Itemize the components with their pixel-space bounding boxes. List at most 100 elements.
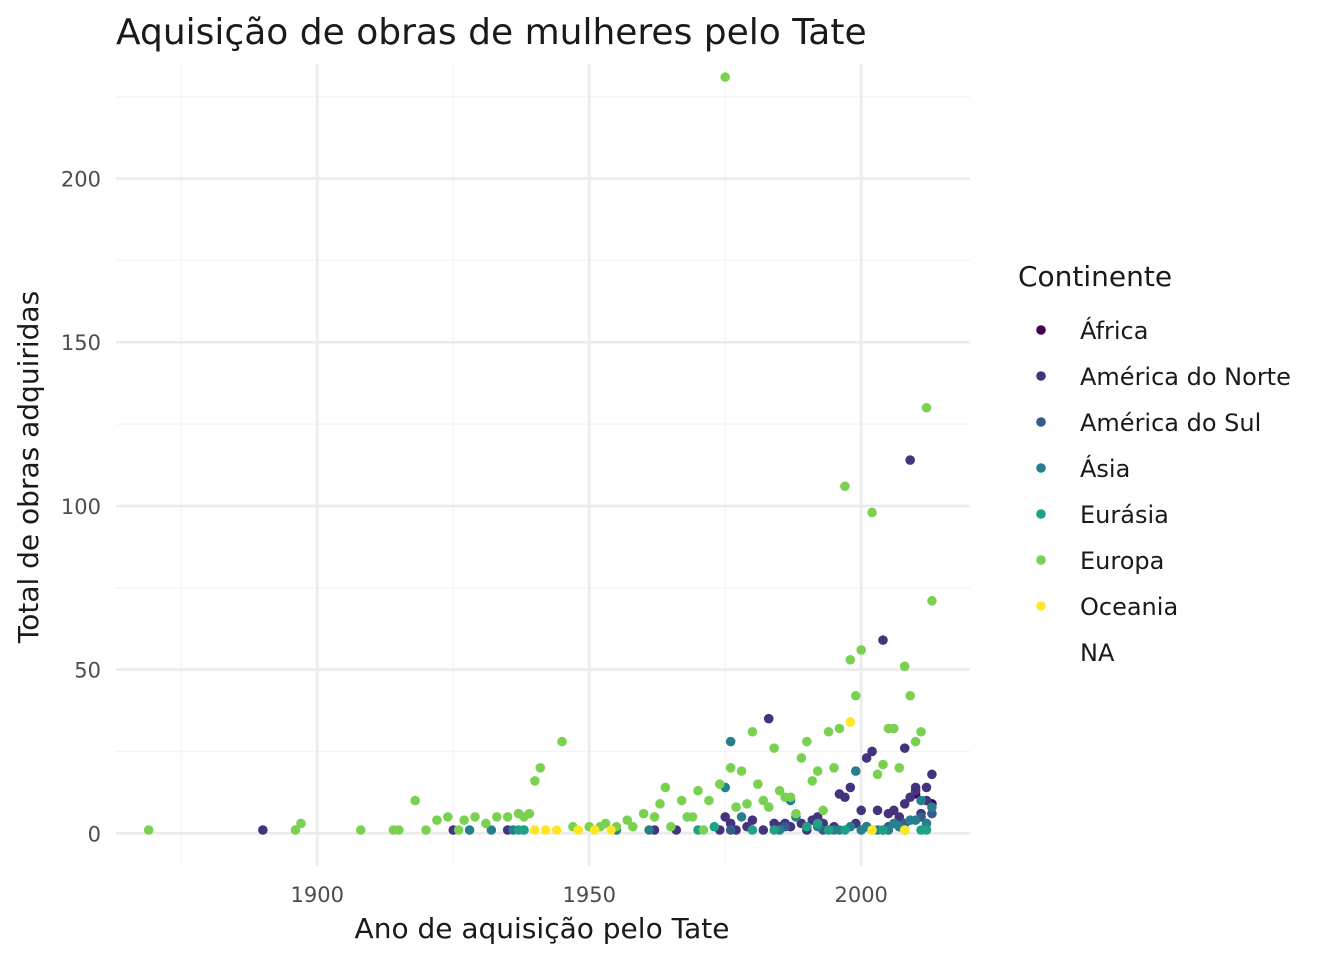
x-axis-title: Ano de aquisição pelo Tate: [355, 912, 730, 945]
data-point: [720, 812, 731, 822]
data-point: [258, 825, 268, 835]
data-point: [394, 825, 404, 835]
data-point: [867, 507, 877, 518]
data-point: [823, 726, 834, 737]
data-point: [290, 825, 301, 835]
legend-key: [1036, 463, 1046, 473]
y-axis-title: Total de obras adquiridas: [12, 291, 45, 644]
data-point: [921, 782, 932, 793]
data-point: [453, 825, 464, 835]
legend-label: América do Sul: [1080, 409, 1261, 437]
data-point: [878, 635, 888, 645]
data-point: [589, 825, 600, 835]
data-point: [927, 769, 937, 780]
data-point: [791, 808, 801, 819]
data-point: [676, 795, 687, 806]
data-point: [742, 799, 752, 809]
data-point: [899, 661, 910, 672]
legend-key: [1036, 371, 1046, 381]
data-point: [840, 792, 850, 803]
data-point: [355, 825, 366, 835]
data-point: [747, 726, 758, 737]
data-point: [557, 736, 567, 747]
data-point: [867, 746, 877, 757]
data-point: [649, 812, 660, 822]
data-point: [829, 762, 839, 773]
data-point: [693, 785, 703, 796]
data-point: [867, 825, 877, 835]
data-point: [491, 812, 502, 822]
data-point: [714, 779, 725, 789]
data-point: [802, 821, 812, 832]
data-point: [143, 825, 154, 835]
data-point: [823, 825, 834, 835]
legend-key: [1036, 417, 1046, 427]
data-point: [910, 785, 921, 796]
legend-label: NA: [1080, 639, 1115, 667]
data-point: [872, 769, 883, 780]
data-point: [627, 821, 638, 832]
data-point: [921, 402, 932, 413]
x-tick-label: 1950: [563, 883, 616, 907]
data-point: [731, 802, 741, 812]
data-point: [540, 825, 551, 835]
y-tick-label: 50: [74, 659, 101, 683]
data-point: [736, 766, 747, 776]
data-point: [464, 825, 475, 835]
data-point: [845, 717, 856, 727]
y-tick-label: 100: [61, 495, 101, 519]
data-point: [861, 753, 872, 763]
data-point: [519, 825, 529, 835]
x-tick-label: 1900: [291, 883, 344, 907]
data-point: [704, 795, 714, 806]
data-point: [687, 812, 698, 822]
data-point: [600, 818, 611, 829]
y-tick-label: 200: [61, 168, 101, 192]
data-point: [910, 815, 921, 825]
y-tick-label: 0: [88, 822, 101, 846]
data-point: [524, 808, 535, 819]
data-point: [502, 812, 513, 822]
data-point: [840, 481, 850, 492]
data-point: [551, 825, 562, 835]
y-axis-ticks: 0 50 100 150 200: [61, 168, 101, 847]
legend-label: Eurásia: [1080, 501, 1169, 529]
data-point: [769, 743, 779, 753]
legend-label: Europa: [1080, 547, 1164, 575]
data-point: [856, 645, 867, 655]
plot-panel: [116, 64, 970, 866]
data-point: [905, 690, 915, 701]
data-point: [421, 825, 431, 835]
x-tick-label: 2000: [834, 883, 887, 907]
data-point: [655, 799, 665, 809]
data-point: [698, 825, 709, 835]
data-point: [845, 654, 856, 665]
legend-title: Continente: [1018, 260, 1172, 293]
data-point: [834, 723, 845, 734]
data-point: [725, 736, 736, 747]
data-point: [622, 815, 633, 825]
data-point: [840, 825, 850, 835]
data-point: [899, 743, 910, 753]
data-point: [530, 776, 540, 786]
data-point: [872, 805, 883, 816]
data-point: [606, 825, 616, 835]
legend-label: América do Norte: [1080, 363, 1291, 391]
data-point: [845, 782, 856, 793]
data-point: [573, 825, 584, 835]
data-point: [644, 825, 654, 835]
data-point: [660, 782, 671, 793]
chart-title: Aquisição de obras de mulheres pelo Tate: [116, 12, 867, 53]
data-point: [905, 792, 915, 803]
data-point: [481, 818, 491, 829]
data-points: [143, 72, 937, 835]
legend-label: Oceania: [1080, 593, 1178, 621]
data-point: [486, 825, 497, 835]
data-point: [812, 766, 823, 776]
data-point: [296, 818, 306, 829]
data-point: [758, 825, 769, 835]
data-point: [802, 736, 812, 747]
data-point: [850, 690, 861, 701]
data-point: [921, 825, 932, 835]
data-point: [910, 736, 921, 747]
